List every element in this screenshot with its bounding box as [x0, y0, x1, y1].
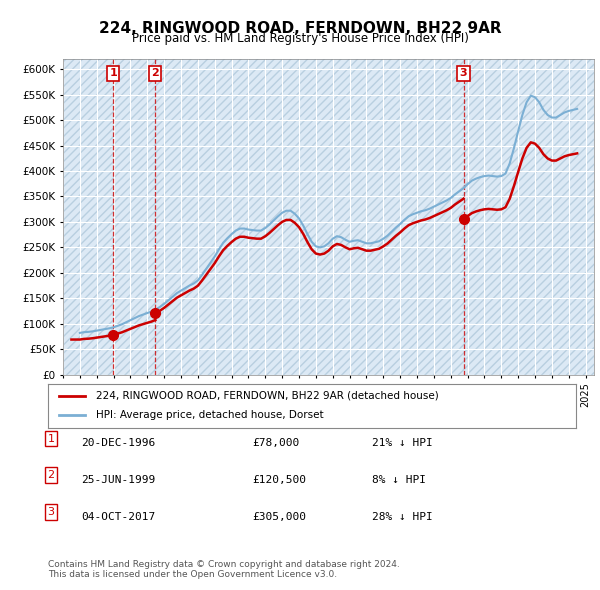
Text: 1: 1	[109, 68, 117, 78]
Text: 8% ↓ HPI: 8% ↓ HPI	[372, 475, 426, 485]
Text: 3: 3	[460, 68, 467, 78]
Text: Contains HM Land Registry data © Crown copyright and database right 2024.
This d: Contains HM Land Registry data © Crown c…	[48, 560, 400, 579]
Text: 224, RINGWOOD ROAD, FERNDOWN, BH22 9AR: 224, RINGWOOD ROAD, FERNDOWN, BH22 9AR	[98, 21, 502, 35]
Text: 2: 2	[47, 470, 55, 480]
Text: 3: 3	[47, 507, 55, 517]
Text: £120,500: £120,500	[252, 475, 306, 485]
Text: £78,000: £78,000	[252, 438, 299, 448]
Text: £305,000: £305,000	[252, 512, 306, 522]
Text: 224, RINGWOOD ROAD, FERNDOWN, BH22 9AR (detached house): 224, RINGWOOD ROAD, FERNDOWN, BH22 9AR (…	[95, 391, 438, 401]
Text: 28% ↓ HPI: 28% ↓ HPI	[372, 512, 433, 522]
Text: 2: 2	[152, 68, 159, 78]
Text: 25-JUN-1999: 25-JUN-1999	[81, 475, 155, 485]
Text: HPI: Average price, detached house, Dorset: HPI: Average price, detached house, Dors…	[95, 411, 323, 420]
Text: 21% ↓ HPI: 21% ↓ HPI	[372, 438, 433, 448]
Text: 04-OCT-2017: 04-OCT-2017	[81, 512, 155, 522]
Text: 1: 1	[47, 434, 55, 444]
Text: Price paid vs. HM Land Registry's House Price Index (HPI): Price paid vs. HM Land Registry's House …	[131, 32, 469, 45]
Text: 20-DEC-1996: 20-DEC-1996	[81, 438, 155, 448]
